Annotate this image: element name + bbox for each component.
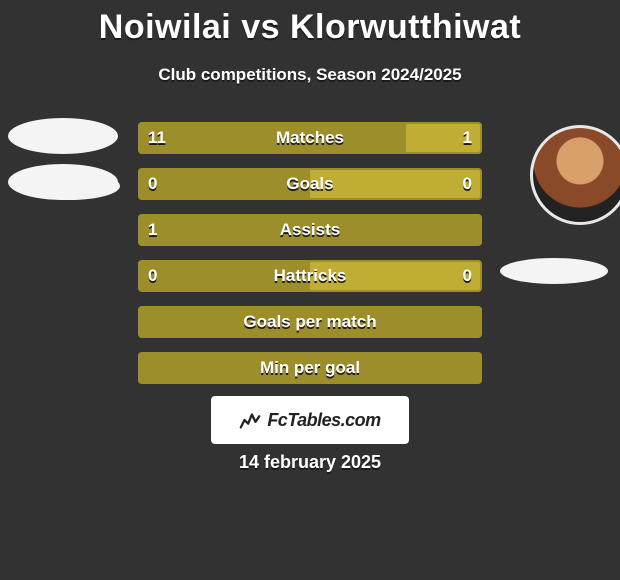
stat-label: Min per goal	[138, 352, 482, 384]
fctables-logo-icon	[239, 409, 261, 431]
footer-label: FcTables.com	[267, 410, 380, 431]
avatar-right	[530, 125, 620, 225]
stat-label: Goals per match	[138, 306, 482, 338]
footer-badge[interactable]: FcTables.com	[211, 396, 409, 444]
stat-label: Goals	[138, 168, 482, 200]
subtitle: Club competitions, Season 2024/2025	[0, 65, 620, 85]
stat-row: Goals per match	[138, 306, 482, 338]
stats-bars: 111Matches 00Goals 1Assists 00Hattricks Goal…	[138, 122, 482, 398]
stat-row: 00Hattricks	[138, 260, 482, 292]
stat-label: Hattricks	[138, 260, 482, 292]
date-label: 14 february 2025	[0, 452, 620, 473]
stat-row: 00Goals	[138, 168, 482, 200]
stat-row: Min per goal	[138, 352, 482, 384]
stat-label: Matches	[138, 122, 482, 154]
stat-label: Assists	[138, 214, 482, 246]
page-title: Noiwilai vs Klorwutthiwat	[0, 0, 620, 47]
avatar-shadow-left	[8, 118, 118, 154]
stat-row: 1Assists	[138, 214, 482, 246]
avatar-shadow-right	[500, 258, 608, 284]
stat-row: 111Matches	[138, 122, 482, 154]
